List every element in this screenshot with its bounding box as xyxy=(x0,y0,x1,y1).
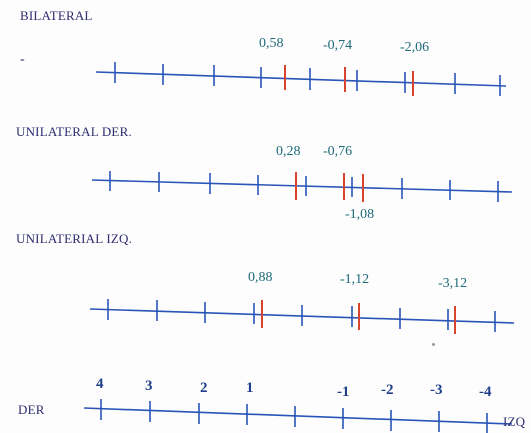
scale-tick-label: -2 xyxy=(381,382,394,398)
number-line-bilateral xyxy=(95,62,507,96)
unilateral-der-value-1: 0,28 xyxy=(276,144,301,159)
section-title-unilateral-der: UNILATERAL DER. xyxy=(16,124,132,139)
unilateral-izq-markers xyxy=(261,300,456,334)
bilateral-value-3: -2,06 xyxy=(400,40,430,55)
unilateral-izq-value-2: -1,12 xyxy=(340,272,370,287)
number-line-scale xyxy=(83,399,513,433)
bilateral-value-1: 0,58 xyxy=(259,36,284,51)
scale-tick-label: -4 xyxy=(479,384,492,400)
bilateral-value-2: -0,74 xyxy=(323,38,353,53)
unilateral-der-value-3: -1,08 xyxy=(345,207,375,222)
unilateral-izq-value-1: 0,88 xyxy=(248,270,273,285)
scale-tick-label: 4 xyxy=(96,376,104,392)
scale-tick-label: 3 xyxy=(145,378,153,394)
number-line-unilateral-izq xyxy=(89,299,515,332)
dash-mark: - xyxy=(20,52,25,67)
bilateral-markers xyxy=(284,65,414,96)
scale-tick-label: -3 xyxy=(430,382,443,398)
unilateral-der-markers xyxy=(295,172,364,202)
scale-left-label: DER xyxy=(18,402,45,417)
scale-tick-label: -1 xyxy=(337,384,350,400)
unilateral-izq-value-3: -3,12 xyxy=(438,276,468,291)
number-line-unilateral-der xyxy=(91,171,513,202)
unilateral-der-value-2: -0,76 xyxy=(323,144,353,159)
scale-right-label: IZQ xyxy=(503,414,526,429)
scale-tick-label: 1 xyxy=(246,380,254,396)
scale-tick-label: 2 xyxy=(200,380,208,396)
section-title-bilateral: BILATERAL xyxy=(20,8,93,23)
section-title-unilateral-izq: UNILATERIAL IZQ. xyxy=(16,231,133,246)
stray-speck xyxy=(432,343,435,346)
